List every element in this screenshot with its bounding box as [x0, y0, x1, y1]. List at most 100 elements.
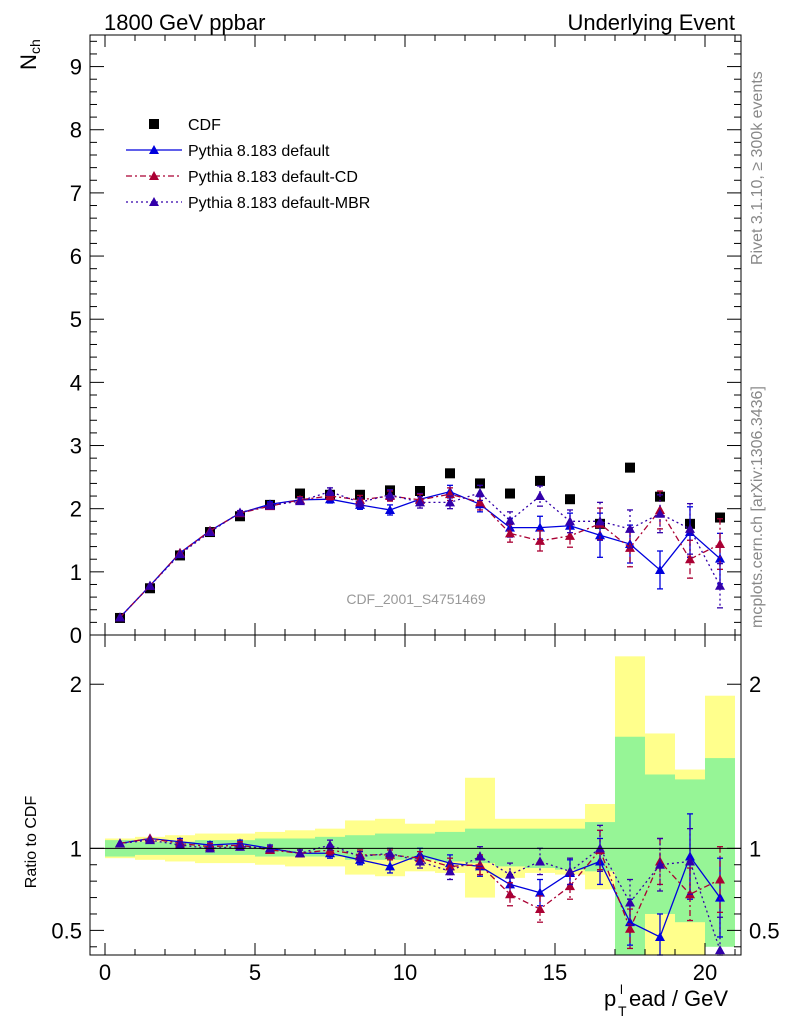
pythia-8-183-default-mbr-ratio-point-8	[355, 851, 365, 861]
ratio-y-tick-label-right-2: 2	[749, 672, 761, 697]
pythia-8-183-default-mbr-point-3	[205, 527, 215, 537]
pythia-8-183-default-mbr-point-19	[685, 523, 695, 533]
xlabel-rest: ead / GeV	[629, 986, 728, 1011]
pythia-8-183-default-mbr-point-16	[595, 516, 605, 526]
pythia-8-183-default-mbr-ratio-point-14	[535, 856, 545, 866]
top-y-tick-label-0: 0	[70, 623, 82, 648]
pythia-8-183-default-mbr-point-9	[385, 489, 395, 499]
x-tick-label-4: 20	[693, 960, 717, 985]
pythia-8-183-default-cd-point-13	[505, 528, 515, 538]
legend-marker-0	[149, 119, 159, 129]
pythia-8-183-default-mbr-ratio-point-12	[475, 851, 485, 861]
pythia-8-183-default-mbr-ratio-point-2	[175, 840, 185, 850]
ratio-y-tick-label-left-0: 0.5	[51, 918, 82, 943]
pythia-8-183-default-cd-ratio-point-14	[535, 904, 545, 914]
top-y-tick-label-8: 8	[70, 118, 82, 143]
pythia-8-183-default-mbr-point-4	[235, 507, 245, 517]
legend-label-0: CDF	[188, 117, 221, 134]
top-ylabel-main: N	[16, 54, 41, 70]
ratio-y-tick-label-right-0: 0.5	[749, 918, 780, 943]
top-ylabel: N ch	[16, 39, 43, 70]
pythia-8-183-default-ratio-point-19	[685, 851, 695, 861]
legend: CDF Pythia 8.183 default Pythia 8.183 defa…	[126, 117, 370, 212]
pythia-8-183-default-mbr-point-14	[535, 491, 545, 501]
top-series-group	[115, 462, 725, 623]
pythia-8-183-default-mbr-point-10	[415, 497, 425, 507]
cdf-point-12	[475, 478, 485, 489]
cdf-point-13	[505, 488, 515, 499]
pythia-8-183-default-mbr-ratio-point-6	[295, 848, 305, 858]
pythia-8-183-default-cd-ratio-point-13	[505, 889, 515, 899]
pythia-8-183-default-ratio-point-14	[535, 887, 545, 897]
pythia-8-183-default-mbr-point-18	[655, 508, 665, 518]
cdf-point-11	[445, 468, 455, 479]
axes-group: 0 5 10 15 20 0 1 2 3 4 5 6 7 8 9 0.5 0.5 1 1 2 2	[51, 34, 780, 985]
top-y-tick-label-6: 6	[70, 244, 82, 269]
pythia-8-183-default-mbr-point-8	[355, 497, 365, 507]
ratio-y-tick-label-left-2: 2	[70, 672, 82, 697]
legend-marker-3	[149, 197, 159, 206]
x-axis-title: p T l ead / GeV	[604, 982, 728, 1019]
pythia-8-183-default-mbr-point-2	[175, 549, 185, 559]
pythia-8-183-default-point-18	[655, 564, 665, 574]
top-y-tick-label-4: 4	[70, 370, 82, 395]
pythia-8-183-default-mbr-point-20	[715, 580, 725, 590]
cdf-point-15	[565, 494, 575, 505]
pythia-8-183-default-cd-ratio-point-11	[445, 861, 455, 871]
pythia-8-183-default-mbr-ratio-point-10	[415, 856, 425, 866]
legend-marker-2	[149, 171, 159, 180]
xlabel-T: T	[618, 1003, 627, 1019]
legend-marker-1	[149, 145, 159, 154]
pythia-8-183-default-mbr-point-0	[115, 612, 125, 622]
pythia-8-183-default-cd-ratio-point-17	[625, 923, 635, 933]
header-right-label: Underlying Event	[567, 10, 735, 35]
cdf-point-10	[415, 486, 425, 496]
ratio-band-inner-13	[495, 828, 525, 867]
cdf-point-14	[535, 475, 545, 486]
pythia-8-183-default-cd-ratio-point-20	[715, 874, 725, 884]
pythia-8-183-default-mbr-ratio-point-17	[625, 897, 635, 907]
top-ylabel-sub: ch	[27, 39, 43, 54]
pythia-8-183-default-point-16	[595, 530, 605, 540]
pythia-8-183-default-mbr-ratio-point-11	[445, 866, 455, 876]
x-tick-label-0: 0	[99, 960, 111, 985]
pythia-8-183-default-mbr-point-13	[505, 515, 515, 525]
header-left-label: 1800 GeV ppbar	[104, 10, 265, 35]
ratio-frame	[89, 634, 742, 956]
pythia-8-183-default-mbr-ratio-point-19	[685, 856, 695, 866]
legend-label-2: Pythia 8.183 default-CD	[188, 169, 358, 186]
cdf-point-6	[295, 488, 305, 499]
pythia-8-183-default-mbr-ratio-point-1	[145, 835, 155, 845]
legend-label-3: Pythia 8.183 default-MBR	[188, 195, 370, 212]
cdf-point-20	[715, 512, 725, 523]
pythia-8-183-default-mbr-point-12	[475, 487, 485, 497]
xlabel-l: l	[620, 982, 623, 997]
pythia-8-183-default-mbr-point-5	[265, 500, 275, 510]
top-y-tick-label-9: 9	[70, 55, 82, 80]
top-y-tick-label-1: 1	[70, 560, 82, 585]
side-rivet-label: Rivet 3.1.10, ≥ 300k events	[749, 71, 766, 265]
pythia-8-183-default-cd-point-15	[565, 530, 575, 540]
pythia-8-183-default-mbr-ratio-point-7	[325, 840, 335, 850]
pythia-8-183-default-ratio-point-9	[385, 861, 395, 871]
analysis-watermark: CDF_2001_S4751469	[346, 591, 486, 607]
pythia-8-183-default-mbr-ratio-point-15	[565, 866, 575, 876]
ratio-y-tick-label-left-1: 1	[70, 836, 82, 861]
pythia-8-183-default-ratio-point-18	[655, 931, 665, 941]
xlabel-p: p	[604, 986, 616, 1011]
pythia-8-183-default-point-9	[385, 504, 395, 514]
pythia-8-183-default-mbr-point-11	[445, 497, 455, 507]
side-mcplots-label: mcplots.cern.ch [arXiv:1306.3436]	[749, 386, 766, 628]
pythia-8-183-default-mbr-point-7	[325, 486, 335, 496]
pythia-8-183-default-point-20	[715, 553, 725, 563]
pythia-8-183-default-ratio-point-20	[715, 892, 725, 902]
top-y-tick-label-7: 7	[70, 181, 82, 206]
pythia-8-183-default-mbr-ratio-point-18	[655, 859, 665, 869]
pythia-8-183-default-cd-point-20	[715, 539, 725, 549]
pythia-8-183-default-mbr-ratio-point-9	[385, 848, 395, 858]
pythia-8-183-default-mbr-point-1	[145, 580, 155, 590]
x-tick-label-3: 15	[543, 960, 567, 985]
ratio-ylabel: Ratio to CDF	[23, 796, 40, 889]
pythia-8-183-default-mbr-ratio-point-13	[505, 869, 515, 879]
